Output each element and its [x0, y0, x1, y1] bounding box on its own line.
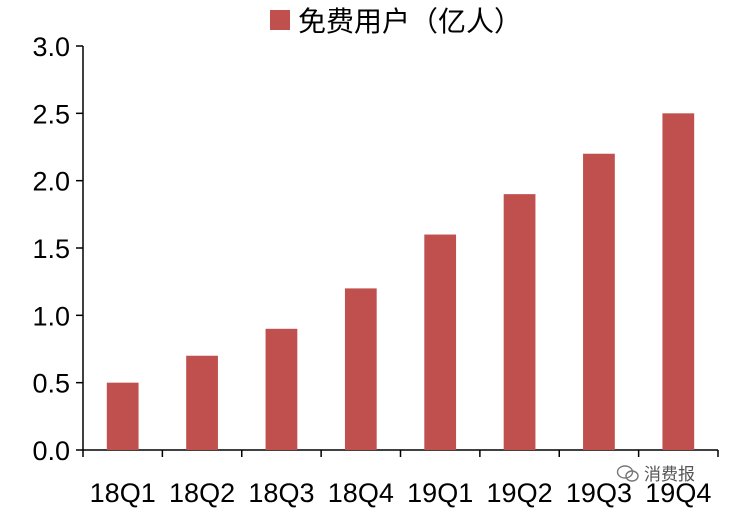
y-tick-label: 0.5: [32, 369, 70, 399]
y-tick-label: 0.0: [32, 436, 70, 466]
legend-label: 免费用户（亿人）: [298, 5, 522, 38]
bar: [344, 288, 377, 450]
bar: [424, 234, 457, 450]
y-tick-label: 3.0: [32, 32, 70, 62]
y-tick-label: 1.5: [32, 234, 70, 264]
bar: [503, 194, 536, 450]
bar: [662, 113, 695, 450]
x-tick-label: 19Q2: [487, 478, 553, 508]
x-tick-label: 19Q1: [407, 478, 473, 508]
legend: 免费用户（亿人）: [270, 5, 522, 38]
x-tick-label: 18Q3: [248, 478, 314, 508]
y-tick-label: 2.0: [32, 167, 70, 197]
y-tick-label: 2.5: [32, 99, 70, 129]
x-axis: 18Q1 18Q2 18Q3 18Q4 19Q1 19Q2 19Q3 19Q4: [82, 449, 719, 508]
bar: [583, 153, 615, 450]
bar: [186, 355, 218, 450]
x-tick-label: 18Q2: [169, 478, 235, 508]
bar: [265, 328, 298, 450]
y-axis: 0.0 0.5 1.0 1.5 2.0 2.5 3.0: [32, 32, 84, 466]
wechat-icon: [616, 465, 639, 482]
bars: [106, 113, 695, 450]
watermark: 消费报: [616, 465, 695, 485]
bar: [106, 382, 139, 450]
x-tick-label: 19Q3: [566, 478, 632, 508]
watermark-label: 消费报: [644, 465, 695, 485]
x-tick-label: 18Q4: [328, 478, 394, 508]
y-tick-label: 1.0: [32, 301, 70, 331]
legend-swatch: [270, 10, 290, 30]
x-tick-label: 19Q4: [645, 478, 711, 508]
x-tick-label: 18Q1: [90, 478, 156, 508]
